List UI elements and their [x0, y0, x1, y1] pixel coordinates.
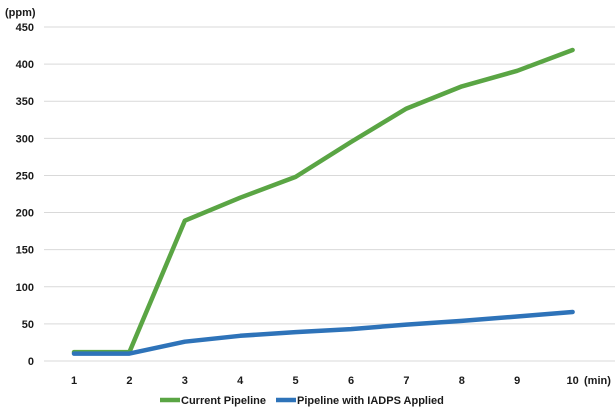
x-tick-label: 4 [237, 375, 244, 387]
series-lines [71, 47, 575, 356]
y-tick-label: 100 [16, 282, 34, 294]
x-axis-unit-label: (min) [584, 375, 611, 387]
x-tick-label: 3 [182, 375, 188, 387]
y-tick-label: 350 [16, 96, 34, 108]
y-tick-label: 450 [16, 22, 34, 34]
x-tick-label: 1 [71, 375, 77, 387]
x-tick-label: 8 [459, 375, 465, 387]
x-axis-ticks: 1 2 3 4 5 6 7 8 9 10 [71, 375, 579, 387]
y-tick-label: 50 [22, 319, 34, 331]
series-line-1 [71, 47, 575, 355]
legend: Current Pipeline Pipeline with IADPS Appl… [160, 395, 444, 407]
y-tick-label: 0 [28, 356, 34, 368]
x-tick-label: 10 [566, 375, 578, 387]
x-tick-label: 9 [514, 375, 520, 387]
y-tick-label: 250 [16, 170, 34, 182]
y-axis-unit-label: (ppm) [5, 7, 36, 19]
y-axis-ticks: 0 50 100 150 200 250 300 350 400 450 [16, 22, 34, 368]
legend-label: Current Pipeline [181, 395, 266, 407]
y-tick-label: 150 [16, 245, 34, 257]
gridlines [44, 26, 615, 362]
legend-label: Pipeline with IADPS Applied [297, 395, 444, 407]
y-tick-label: 400 [16, 59, 34, 71]
x-tick-label: 6 [348, 375, 354, 387]
y-tick-label: 200 [16, 208, 34, 220]
x-tick-label: 7 [403, 375, 409, 387]
series-line-2 [71, 309, 575, 356]
y-tick-label: 300 [16, 133, 34, 145]
x-tick-label: 5 [293, 375, 299, 387]
x-tick-label: 2 [126, 375, 132, 387]
